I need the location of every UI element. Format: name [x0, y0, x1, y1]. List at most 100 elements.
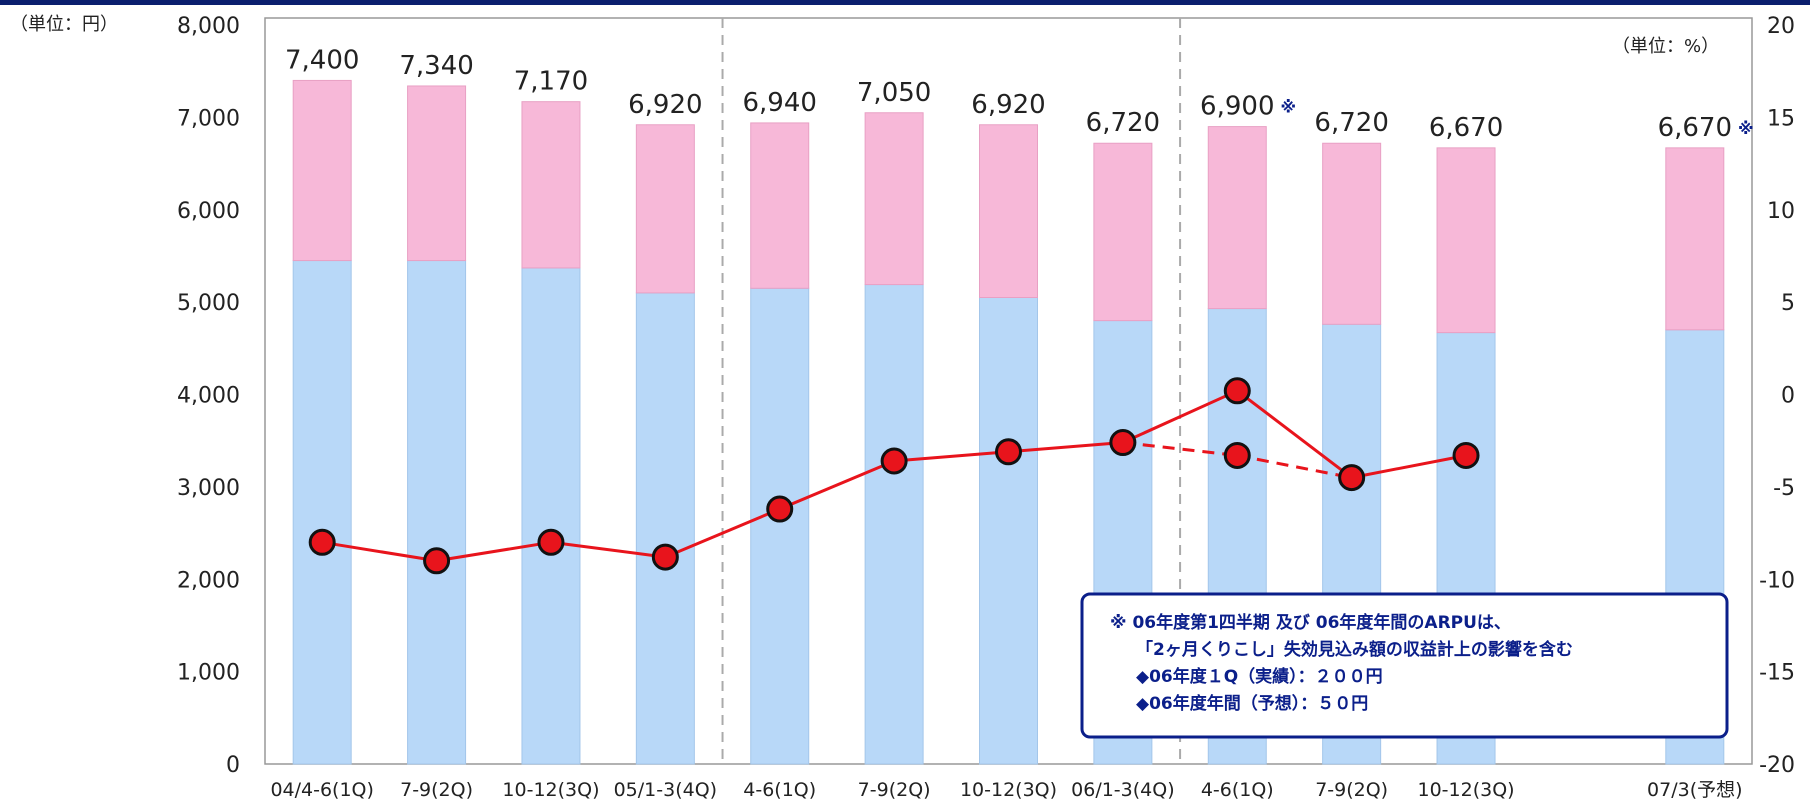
note-box-frame: [1080, 592, 1729, 739]
x-tick-label: 06/1-3(4Q): [1071, 779, 1174, 801]
line-point: [537, 528, 565, 556]
right-tick-label: -5: [1773, 476, 1795, 501]
bar-segment-lower: [407, 260, 467, 765]
bar-total-label: 6,920: [628, 90, 702, 120]
x-axis: 04/4-6(1Q) 7-9(2Q) 10-12(3Q) 05/1-3(4Q) 4-6(…: [270, 779, 1742, 801]
left-tick-label: 4,000: [177, 384, 240, 409]
x-tick-label: 4-6(1Q): [743, 779, 816, 801]
left-tick-label: 7,000: [177, 106, 240, 131]
right-tick-label: 15: [1767, 106, 1795, 131]
line-point: [1452, 441, 1480, 469]
left-tick-label: 8,000: [177, 14, 240, 39]
growth-line: [308, 377, 1480, 575]
line-segment: [1008, 441, 1124, 454]
right-tick-label: 0: [1781, 384, 1795, 409]
left-tick-label: 6,000: [177, 199, 240, 224]
bar-segment-lower: [292, 260, 352, 765]
line-segment: [436, 540, 552, 563]
bar-total-label: 7,170: [514, 67, 588, 97]
right-axis: -20 -15 -10 -5 0 5 10 15 20: [1759, 14, 1795, 778]
bar-total-label: 6,670: [1658, 113, 1732, 143]
bar-segment-upper: [635, 124, 695, 294]
bar-segment-upper: [750, 122, 810, 289]
note-mark: ※: [1738, 119, 1754, 138]
bar-total-label: 6,720: [1314, 108, 1388, 138]
x-tick-label: 10-12(3Q): [502, 779, 599, 801]
note-mark: ※: [1280, 98, 1296, 117]
line-segment: [779, 459, 895, 511]
x-tick-label: 10-12(3Q): [1417, 779, 1514, 801]
right-tick-label: -10: [1759, 568, 1795, 593]
bar-segment-upper: [864, 112, 924, 286]
right-tick-label: 5: [1781, 291, 1795, 316]
left-unit-label: （単位：円）: [10, 14, 118, 35]
bar-segment-lower: [750, 287, 810, 765]
line-point: [308, 528, 336, 556]
x-tick-label: 04/4-6(1Q): [270, 779, 373, 801]
line-segment: [893, 450, 1009, 463]
note-line-3: ◆06年度１Q（実績）：２００円: [1136, 666, 1383, 687]
bar-segment-upper: [1207, 126, 1267, 310]
line-point: [1223, 377, 1251, 405]
bar-segment-lower: [521, 267, 581, 765]
line-point: [423, 547, 451, 575]
line-segment: [1122, 389, 1238, 444]
bar-segment-upper: [521, 101, 581, 269]
x-tick-label: 7-9(2Q): [400, 779, 473, 801]
x-tick-label: 4-6(1Q): [1201, 779, 1274, 801]
bar-total-label: 6,940: [743, 88, 817, 118]
line-point: [880, 447, 908, 475]
line-point: [766, 495, 794, 523]
bar-segment-lower: [864, 284, 924, 765]
right-unit-label: （単位：%）: [1612, 36, 1719, 57]
right-tick-label: 10: [1767, 199, 1795, 224]
x-tick-label: 7-9(2Q): [1315, 779, 1388, 801]
bar-total-labels: 7,400 7,340 7,170 6,920 6,940 7,050 6,920 6,720…: [285, 45, 1754, 142]
bar-total-label: 7,050: [857, 78, 931, 108]
bar-segment-upper: [1322, 142, 1382, 325]
line-point: [1338, 464, 1366, 492]
line-point: [651, 543, 679, 571]
line-segment: [321, 540, 437, 563]
right-tick-label: 20: [1767, 14, 1795, 39]
line-point-alternate: [1223, 441, 1251, 469]
bar-segment-upper: [1093, 142, 1153, 322]
bar-segment-upper: [407, 85, 467, 262]
bar-total-label: 6,720: [1086, 108, 1160, 138]
right-tick-label: -15: [1759, 661, 1795, 686]
line-segment: [1351, 453, 1467, 480]
bar-total-label: 6,670: [1429, 113, 1503, 143]
note-line-4: ◆06年度年間（予想）：５０円: [1136, 693, 1368, 714]
note-line-1: ※ 06年度第1四半期 及び 06年度年間のARPUは、: [1110, 612, 1511, 633]
bar-total-label: 6,920: [971, 90, 1045, 120]
bar-segment-upper: [1665, 147, 1725, 331]
right-tick-label: -20: [1759, 753, 1795, 778]
line-segment: [1236, 389, 1353, 479]
left-tick-label: 2,000: [177, 568, 240, 593]
note-box: ※ 06年度第1四半期 及び 06年度年間のARPUは、 「2ヶ月くりこし」失効…: [1080, 592, 1729, 739]
bar-segment-upper: [979, 124, 1038, 299]
x-tick-label: 7-9(2Q): [858, 779, 931, 801]
bar-segment-upper: [292, 79, 352, 262]
bar-segment-upper: [1436, 147, 1496, 334]
x-tick-label: 07/3(予想): [1647, 779, 1743, 801]
line-point: [995, 438, 1022, 466]
left-tick-label: 3,000: [177, 476, 240, 501]
note-line-2: 「2ヶ月くりこし」失効見込み額の収益計上の影響を含む: [1136, 639, 1573, 660]
x-tick-label: 10-12(3Q): [960, 779, 1057, 801]
bar-total-label: 6,900: [1200, 92, 1274, 122]
bar-segment-lower: [979, 297, 1038, 765]
left-axis: 0 1,000 2,000 3,000 4,000 5,000 6,000 7,000 8,00…: [177, 14, 240, 778]
bar-total-label: 7,400: [285, 45, 359, 75]
line-segment: [664, 507, 781, 559]
left-tick-label: 1,000: [177, 661, 240, 686]
line-point: [1109, 429, 1137, 457]
top-rule: [0, 0, 1810, 5]
line-segment: [550, 540, 666, 559]
left-tick-label: 5,000: [177, 291, 240, 316]
bar-total-label: 7,340: [399, 51, 473, 81]
x-tick-label: 05/1-3(4Q): [614, 779, 717, 801]
bar-segment-lower: [635, 292, 695, 765]
bars: [292, 79, 1725, 765]
